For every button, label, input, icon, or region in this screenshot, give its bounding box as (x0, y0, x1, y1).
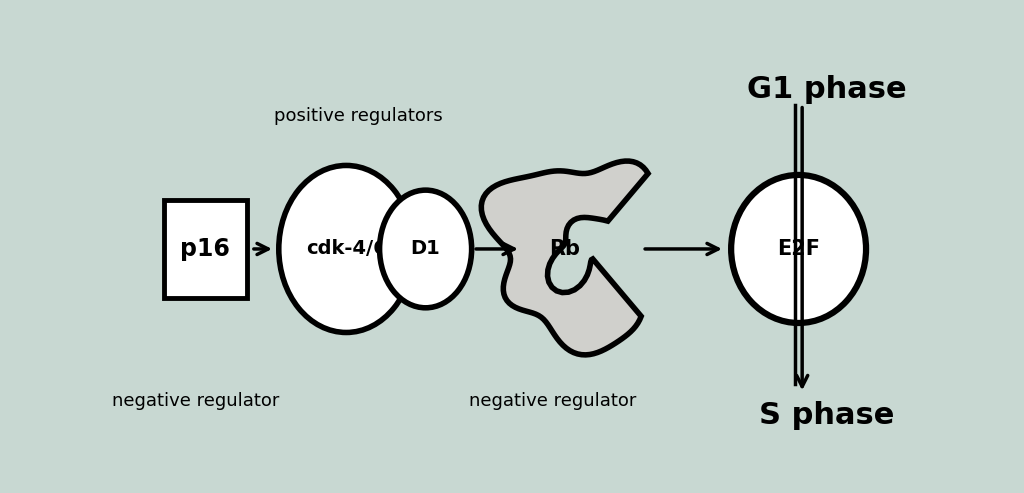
FancyBboxPatch shape (164, 200, 247, 298)
Ellipse shape (279, 166, 414, 332)
Ellipse shape (731, 175, 866, 323)
Text: negative regulator: negative regulator (469, 392, 636, 410)
Text: G1 phase: G1 phase (746, 75, 906, 104)
Text: positive regulators: positive regulators (273, 107, 442, 125)
Text: S phase: S phase (759, 401, 894, 430)
Text: D1: D1 (411, 240, 440, 258)
Text: cdk-4/6: cdk-4/6 (306, 240, 387, 258)
Polygon shape (481, 161, 648, 355)
Text: E2F: E2F (777, 239, 820, 259)
Ellipse shape (380, 190, 472, 308)
Text: negative regulator: negative regulator (112, 392, 280, 410)
Text: p16: p16 (180, 237, 230, 261)
Text: Rb: Rb (549, 239, 580, 259)
